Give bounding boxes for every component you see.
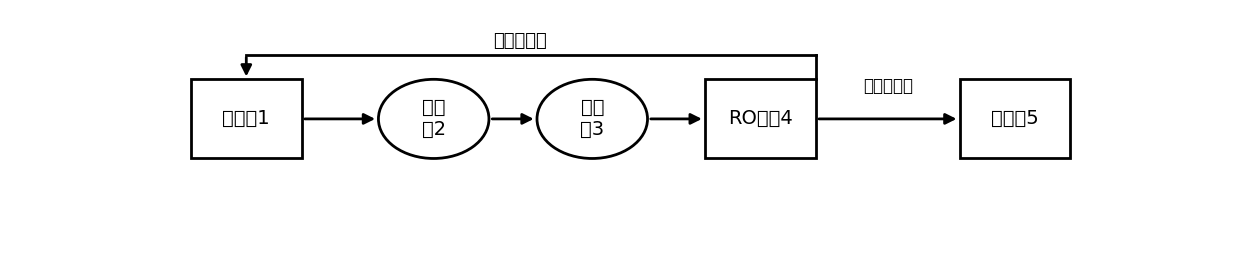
Text: 进料
泵2: 进料 泵2	[422, 98, 445, 139]
Text: 反渗透产水: 反渗透产水	[863, 77, 913, 95]
Bar	[191, 79, 301, 159]
Text: 反渗透浓水: 反渗透浓水	[494, 32, 547, 50]
Text: 高压
泵3: 高压 泵3	[580, 98, 604, 139]
Text: RO模组4: RO模组4	[728, 109, 792, 128]
Bar	[960, 79, 1070, 159]
Bar	[706, 79, 816, 159]
Text: 原水箱1: 原水箱1	[222, 109, 270, 128]
Text: 产水箱5: 产水箱5	[991, 109, 1039, 128]
Ellipse shape	[537, 79, 647, 159]
Ellipse shape	[378, 79, 489, 159]
